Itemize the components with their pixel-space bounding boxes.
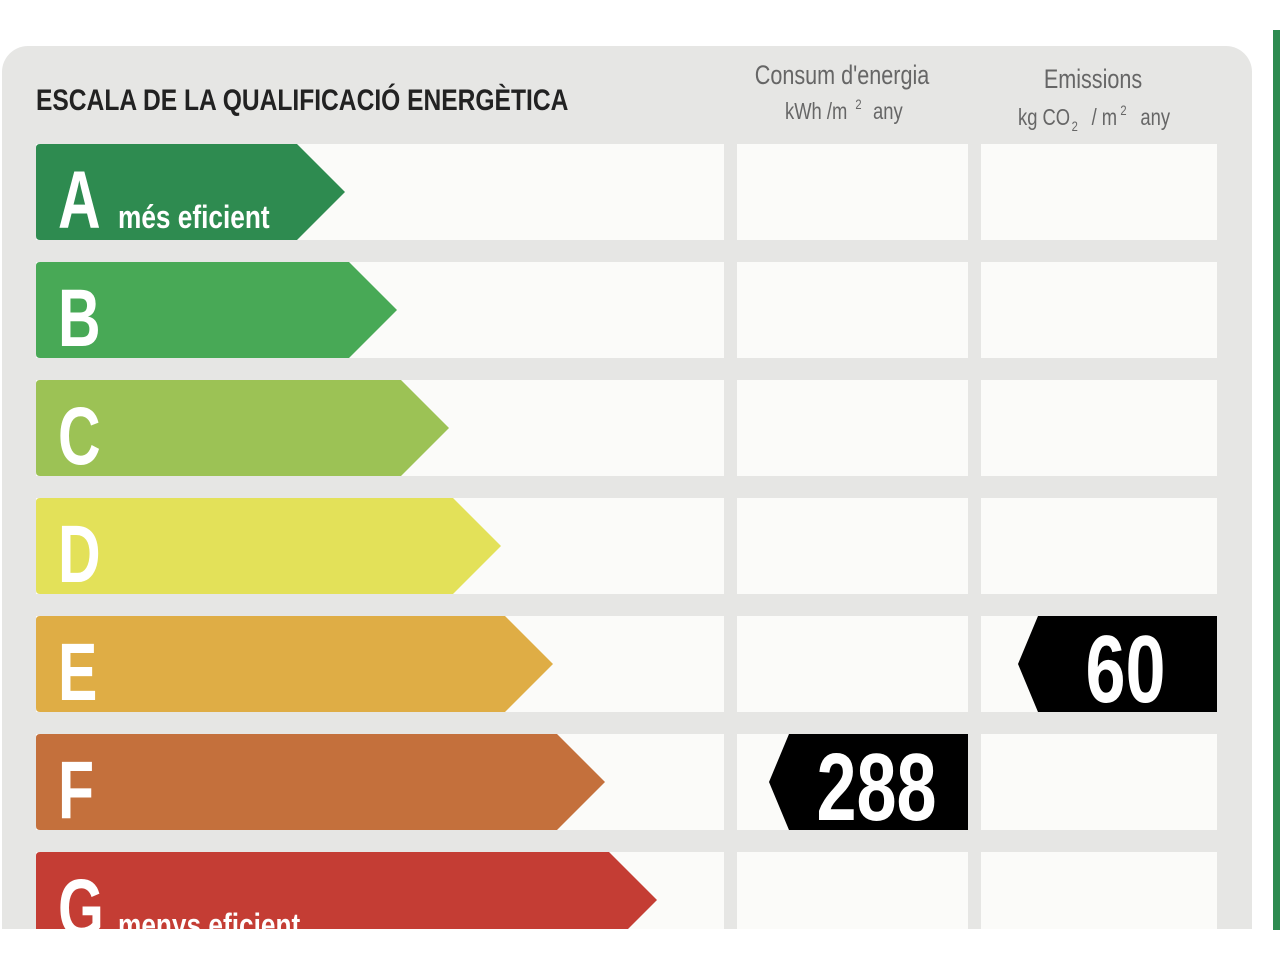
value-tag — [1018, 616, 1217, 712]
consumption-cell — [737, 262, 968, 358]
rating-arrow — [36, 144, 345, 240]
letter-group: B — [58, 273, 101, 365]
rating-label: més eficient — [118, 201, 270, 236]
emissions-title: Emissions — [1044, 65, 1142, 95]
value-group: 60 — [1085, 615, 1165, 722]
consumption-cell — [737, 144, 968, 240]
unit: any — [873, 99, 903, 124]
rating-letter: B — [58, 273, 101, 365]
rating-arrow — [36, 380, 449, 476]
unit: kWh /m — [785, 99, 847, 124]
consumption-cell — [737, 616, 968, 712]
consumption-cell — [737, 380, 968, 476]
label-group: menys eficient — [118, 909, 300, 944]
label-group: més eficient — [118, 201, 270, 236]
letter-group: F — [58, 745, 94, 837]
value-group: 288 — [816, 733, 936, 840]
unit-sup: 2 — [855, 97, 861, 112]
unit: any — [1140, 105, 1170, 130]
rating-letter: G — [58, 863, 104, 955]
rating-arrow — [36, 262, 397, 358]
value: 288 — [816, 733, 936, 840]
value: 60 — [1085, 615, 1165, 722]
consumption-cell — [737, 498, 968, 594]
unit: / m — [1092, 105, 1118, 130]
rating-letter: F — [58, 745, 94, 837]
unit: kg CO — [1018, 105, 1070, 130]
rating-letter: A — [58, 155, 101, 247]
rating-letter: E — [58, 627, 97, 719]
letter-group: D — [58, 509, 101, 601]
rating-letter: D — [58, 509, 101, 601]
value-tag — [769, 734, 968, 830]
edge-strip — [1273, 30, 1280, 930]
unit-sub: 2 — [1072, 119, 1078, 134]
rating-label: menys eficient — [118, 909, 300, 944]
letter-group: E — [58, 627, 97, 719]
emissions-cell — [981, 380, 1217, 476]
rating-arrow — [36, 734, 605, 830]
letter-group: G — [58, 863, 104, 955]
letter-group: A — [58, 155, 101, 247]
letter-group: C — [58, 391, 101, 483]
emissions-cell — [981, 144, 1217, 240]
rating-arrow — [36, 616, 553, 712]
rating-letter: C — [58, 391, 101, 483]
emissions-cell — [981, 852, 1217, 929]
rating-arrow — [36, 498, 501, 594]
emissions-cell — [981, 734, 1217, 830]
emissions-cell — [981, 262, 1217, 358]
consumption-cell — [737, 852, 968, 929]
unit-sup: 2 — [1120, 103, 1126, 118]
rating-arrow — [36, 852, 657, 929]
emissions-cell — [981, 498, 1217, 594]
title: ESCALA DE LA QUALIFICACIÓ ENERGÈTICA — [36, 83, 569, 117]
consumption-title: Consum d'energia — [755, 61, 930, 91]
